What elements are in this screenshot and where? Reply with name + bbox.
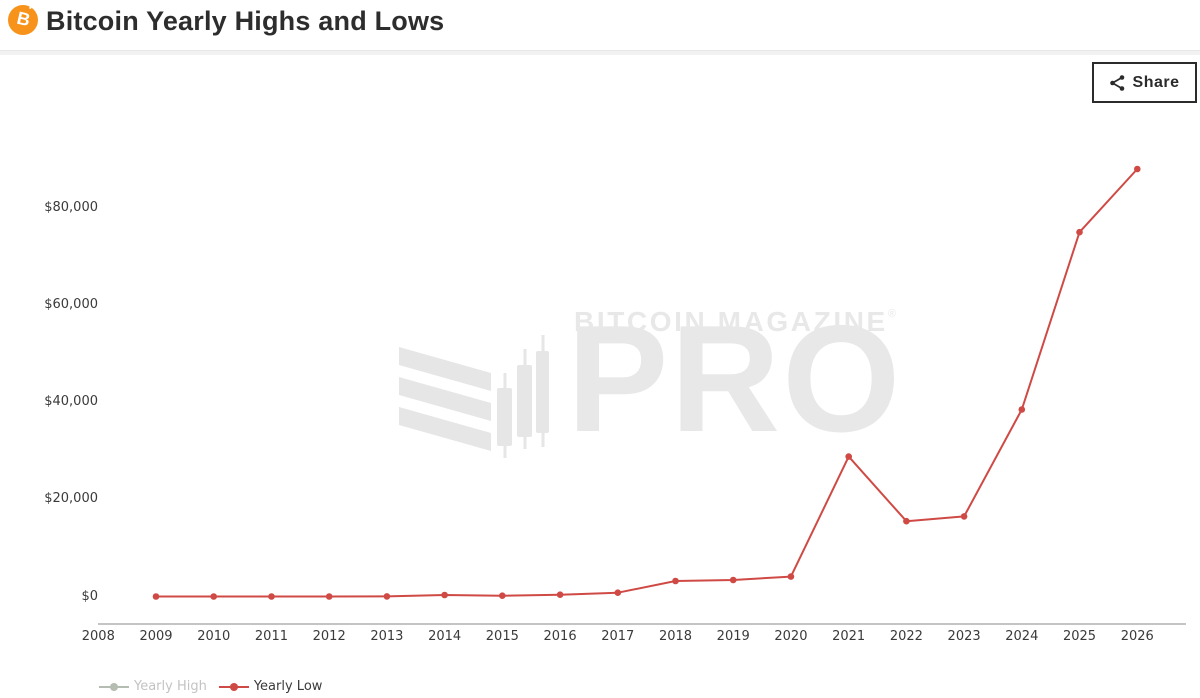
share-button[interactable]: Share (1092, 62, 1197, 103)
x-tick-label: 2021 (832, 629, 866, 644)
series-line (156, 168, 1139, 598)
x-tick-label: 2008 (81, 629, 115, 644)
yearly-low-marker-icon (218, 680, 249, 694)
data-point (152, 593, 160, 600)
x-tick-label: 2024 (1005, 629, 1039, 644)
data-point (441, 591, 448, 599)
x-tick-label: 2025 (1062, 629, 1097, 644)
header-divider (0, 50, 1200, 55)
data-point (1018, 406, 1026, 413)
data-point (499, 592, 506, 599)
bitcoin-icon: B (8, 2, 38, 35)
page-title: Bitcoin Yearly Highs and Lows (46, 6, 445, 36)
data-point (903, 517, 910, 525)
yearly-high-marker-icon (99, 680, 129, 694)
data-point (325, 593, 333, 600)
legend-label: Yearly High (134, 679, 207, 694)
x-tick-label: 2023 (947, 629, 981, 644)
data-point (729, 576, 737, 584)
data-point (556, 591, 564, 598)
x-tick-label: 2015 (485, 629, 519, 644)
data-point (960, 513, 968, 520)
y-tick-label: $80,000 (44, 199, 98, 215)
x-tick-label: 2018 (658, 629, 693, 644)
x-tick-label: 2014 (428, 629, 462, 644)
x-tick-label: 2009 (139, 629, 173, 644)
share-icon (1109, 74, 1124, 91)
data-point (383, 593, 391, 600)
data-point (672, 577, 679, 585)
x-tick-label: 2012 (312, 629, 346, 644)
x-tick-label: 2019 (716, 629, 750, 644)
data-point (845, 453, 852, 460)
data-point (1134, 165, 1141, 173)
y-tick-label: $0 (81, 588, 98, 604)
header: B Bitcoin Yearly Highs and Lows (0, 0, 1200, 50)
x-tick-label: 2011 (254, 629, 288, 644)
data-point (210, 593, 217, 600)
legend-item-yearly-low[interactable]: Yearly Low (218, 679, 323, 694)
data-point (268, 593, 275, 600)
x-tick-label: 2022 (889, 629, 923, 644)
y-tick-label: $20,000 (44, 491, 98, 507)
x-tick-label: 2013 (370, 629, 404, 644)
x-tick-label: 2016 (543, 629, 577, 644)
legend-label: Yearly Low (253, 679, 323, 694)
x-tick-label: 2010 (197, 629, 231, 644)
x-tick-label: 2017 (601, 629, 635, 644)
line-chart-plot (98, 165, 1186, 625)
legend-item-yearly-high[interactable]: Yearly High (99, 679, 207, 694)
data-point (614, 589, 622, 596)
share-button-label: Share (1132, 73, 1180, 91)
y-tick-label: $60,000 (44, 297, 98, 313)
data-point (787, 573, 795, 580)
x-tick-label: 2026 (1120, 629, 1154, 644)
data-point (1076, 228, 1083, 236)
y-tick-label: $40,000 (44, 394, 98, 410)
chart-legend: Yearly High Yearly Low (99, 679, 322, 694)
x-tick-label: 2020 (774, 629, 808, 644)
